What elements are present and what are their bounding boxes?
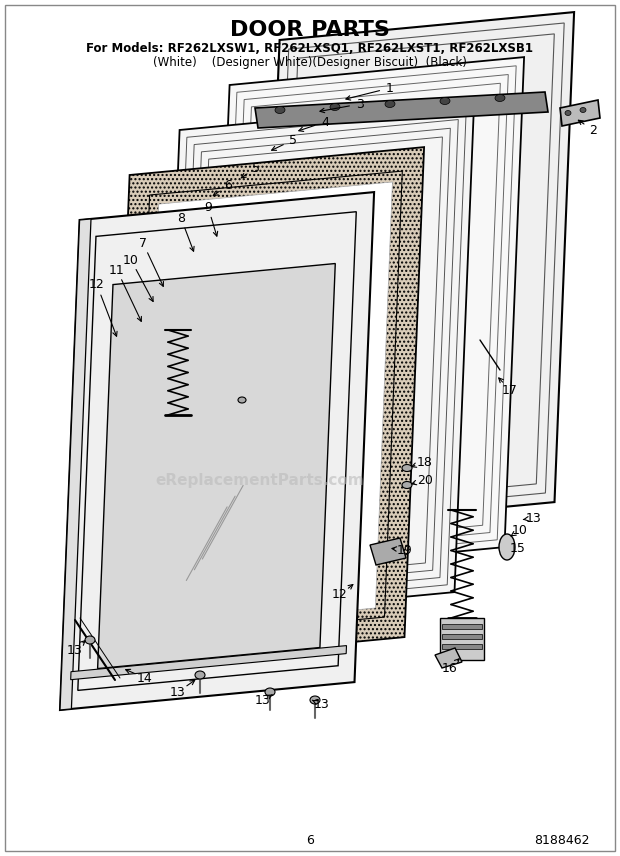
Text: 3: 3 [356, 98, 364, 110]
Polygon shape [60, 192, 374, 710]
Ellipse shape [565, 110, 571, 116]
Polygon shape [210, 57, 524, 575]
Polygon shape [78, 211, 356, 691]
Text: 17: 17 [502, 383, 518, 396]
Ellipse shape [440, 98, 450, 104]
Polygon shape [442, 644, 482, 649]
Text: DOOR PARTS: DOOR PARTS [230, 20, 390, 40]
Text: 13: 13 [314, 698, 330, 711]
Polygon shape [440, 618, 484, 660]
Ellipse shape [310, 696, 320, 704]
Text: 12: 12 [332, 589, 348, 602]
Ellipse shape [580, 108, 586, 112]
Ellipse shape [402, 465, 412, 472]
Text: 2: 2 [589, 123, 597, 136]
Polygon shape [110, 147, 424, 665]
Ellipse shape [402, 481, 412, 489]
Ellipse shape [195, 671, 205, 679]
Polygon shape [435, 648, 462, 668]
Text: 16: 16 [442, 662, 458, 675]
Text: 13: 13 [526, 512, 542, 525]
Ellipse shape [85, 636, 95, 644]
Text: 4: 4 [321, 116, 329, 128]
Ellipse shape [275, 106, 285, 114]
Text: 10: 10 [123, 253, 139, 266]
Text: 14: 14 [137, 671, 153, 685]
Polygon shape [132, 171, 402, 641]
Polygon shape [60, 219, 91, 710]
Ellipse shape [385, 100, 395, 108]
Text: 15: 15 [510, 542, 526, 555]
Text: 11: 11 [109, 264, 125, 276]
Text: 5: 5 [289, 134, 297, 146]
Ellipse shape [265, 688, 275, 696]
Text: 19: 19 [397, 544, 413, 556]
Text: 6: 6 [306, 834, 314, 847]
Text: 5: 5 [252, 162, 260, 175]
Text: For Models: RF262LXSW1, RF262LXSQ1, RF262LXST1, RF262LXSB1: For Models: RF262LXSW1, RF262LXSQ1, RF26… [87, 42, 533, 55]
Text: 18: 18 [417, 455, 433, 468]
Polygon shape [97, 264, 335, 669]
Text: 20: 20 [417, 473, 433, 486]
Text: 7: 7 [139, 236, 147, 249]
Polygon shape [255, 92, 548, 128]
Polygon shape [442, 624, 482, 629]
Polygon shape [560, 100, 600, 126]
Text: 12: 12 [89, 278, 105, 292]
Text: 13: 13 [67, 644, 83, 657]
Text: 10: 10 [512, 524, 528, 537]
Text: eReplacementParts.com: eReplacementParts.com [156, 473, 365, 488]
Ellipse shape [499, 534, 515, 560]
Polygon shape [370, 538, 406, 565]
Polygon shape [160, 102, 474, 620]
Text: 13: 13 [170, 686, 186, 698]
Ellipse shape [495, 94, 505, 102]
Ellipse shape [238, 397, 246, 403]
Text: 13: 13 [255, 693, 271, 706]
Text: 6: 6 [224, 179, 232, 192]
Ellipse shape [330, 104, 340, 110]
Text: 8: 8 [177, 211, 185, 224]
Polygon shape [260, 12, 574, 530]
Polygon shape [142, 182, 392, 630]
Text: 1: 1 [386, 81, 394, 94]
Text: 9: 9 [204, 200, 212, 213]
Polygon shape [71, 645, 347, 680]
Polygon shape [442, 634, 482, 639]
Text: 8188462: 8188462 [534, 834, 590, 847]
Text: (White)    (Designer White)(Designer Biscuit)  (Black): (White) (Designer White)(Designer Biscui… [153, 56, 467, 69]
